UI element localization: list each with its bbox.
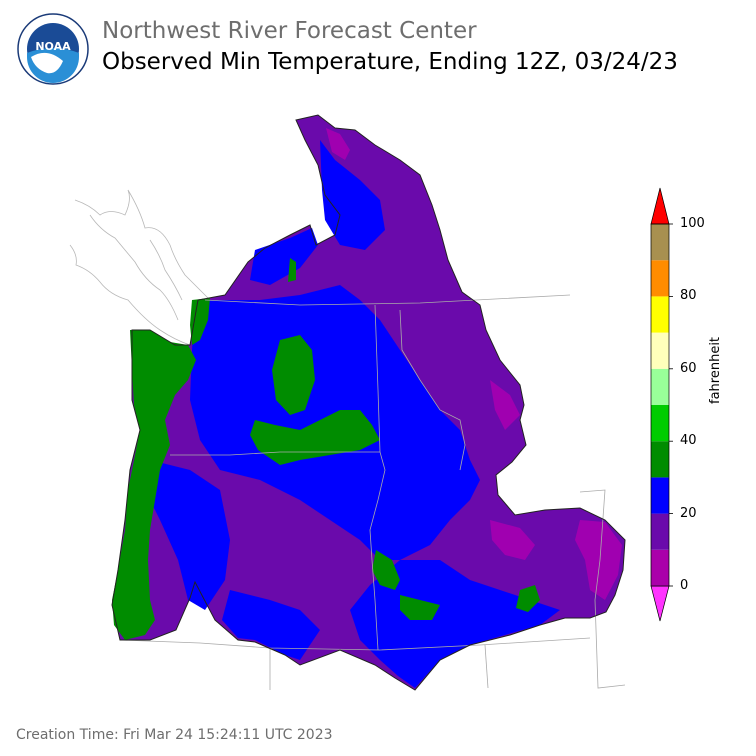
region-magenta xyxy=(326,128,622,600)
colorbar-bin xyxy=(651,405,669,442)
colorbar-tick-label: 80 xyxy=(680,288,697,304)
colorbar-bin xyxy=(651,441,669,478)
logo-text: NOAA xyxy=(35,40,71,53)
colorbar-high-arrow xyxy=(650,187,670,225)
colorbar-bins xyxy=(651,224,669,586)
colorbar-bin xyxy=(651,224,669,261)
colorbar-low-arrow xyxy=(650,585,670,622)
region-green-coast xyxy=(112,258,540,640)
map-title: Northwest River Forecast Center xyxy=(102,18,477,44)
colorbar-tick-label: 60 xyxy=(680,360,697,376)
colorbar-tick-label: 40 xyxy=(680,433,697,449)
colorbar-ticks xyxy=(669,223,673,587)
coastline-outline xyxy=(69,189,211,346)
colorbar-bin xyxy=(651,477,669,514)
colorbar-tick-label: 20 xyxy=(680,505,697,521)
colorbar-bin xyxy=(651,549,669,586)
colorbar-unit-label: fahrenheit xyxy=(708,336,723,404)
creation-time: Creation Time: Fri Mar 24 15:24:11 UTC 2… xyxy=(16,727,333,743)
colorbar-bin xyxy=(651,260,669,297)
colorbar-tick-label: 0 xyxy=(680,578,689,593)
map-subtitle: Observed Min Temperature, Ending 12Z, 03… xyxy=(102,49,678,75)
colorbar xyxy=(650,187,673,622)
colorbar-bin xyxy=(651,513,669,550)
colorbar-bin xyxy=(651,332,669,369)
colorbar-bin xyxy=(651,296,669,333)
colorbar-tick-label: 100 xyxy=(680,216,705,231)
basin-outline xyxy=(111,114,626,691)
colorbar-bin xyxy=(651,368,669,405)
state-boundaries xyxy=(119,294,626,690)
noaa-logo: NOAA xyxy=(17,13,89,85)
